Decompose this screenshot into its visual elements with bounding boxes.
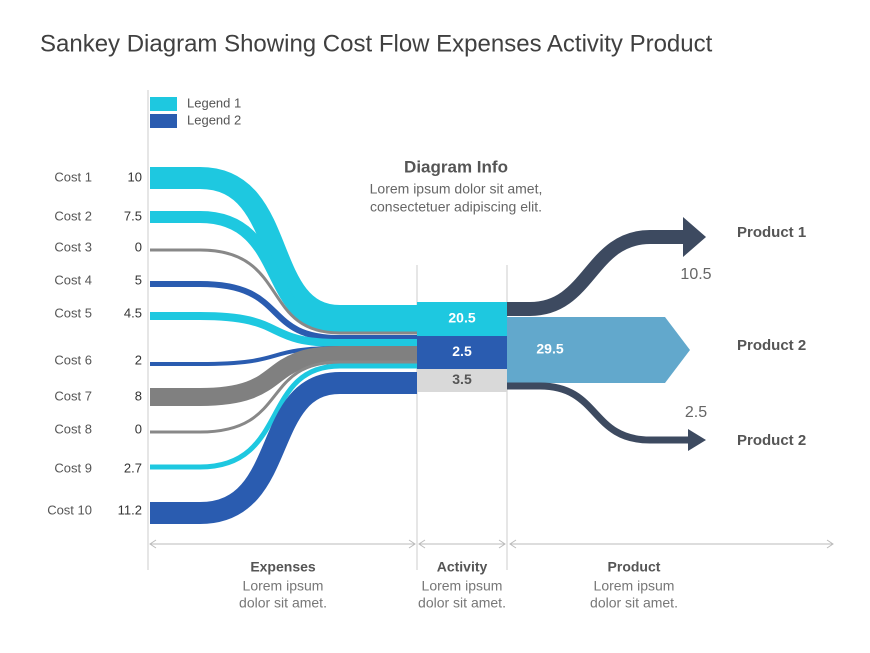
legend-swatch <box>150 97 177 111</box>
cost-label: Cost 4 <box>54 272 92 287</box>
info-text: consectetuer adipiscing elit. <box>370 199 542 215</box>
arrow-head <box>683 217 706 257</box>
cost-value: 2 <box>135 352 142 367</box>
title: Sankey Diagram Showing Cost Flow Expense… <box>40 30 713 57</box>
cost-flow <box>150 248 417 335</box>
section-title: Expenses <box>250 559 316 575</box>
product-shape <box>507 317 690 383</box>
activity-value: 20.5 <box>448 310 475 326</box>
legend-label: Legend 1 <box>187 95 241 110</box>
cost-label: Cost 3 <box>54 239 92 254</box>
cost-value: 7.5 <box>124 208 142 223</box>
cost-label: Cost 7 <box>54 388 92 403</box>
cost-value: 0 <box>135 421 142 436</box>
section-title: Product <box>608 559 661 575</box>
cost-value: 8 <box>135 388 142 403</box>
cost-flow <box>150 281 417 341</box>
section-text: Lorem ipsum <box>594 578 675 594</box>
product-value: 2.5 <box>685 404 707 421</box>
activity-box <box>417 369 507 392</box>
product-flow <box>507 230 685 316</box>
activity-box <box>417 336 507 369</box>
cost-value: 2.7 <box>124 460 142 475</box>
product-flow <box>507 382 690 444</box>
activity-value: 3.5 <box>452 371 472 387</box>
arrow-head <box>688 429 706 451</box>
cost-label: Cost 2 <box>54 208 92 223</box>
cost-flow <box>150 167 417 327</box>
section-text: Lorem ipsum <box>422 578 503 594</box>
cost-flow <box>150 211 417 334</box>
section-text: dolor sit amet. <box>590 595 678 611</box>
section-arrows <box>149 539 834 549</box>
cost-value: 0 <box>135 239 142 254</box>
cost-label: Cost 8 <box>54 421 92 436</box>
product-label: Product 2 <box>737 337 806 354</box>
product-label: Product 2 <box>737 432 806 449</box>
cost-label: Cost 5 <box>54 305 92 320</box>
cost-flow <box>150 346 417 406</box>
section-text: dolor sit amet. <box>239 595 327 611</box>
info-title: Diagram Info <box>404 157 508 176</box>
cost-value: 11.2 <box>118 502 142 517</box>
cost-value: 4.5 <box>124 305 142 320</box>
cost-value: 10 <box>128 169 142 184</box>
cost-flow <box>150 363 417 470</box>
cost-label: Cost 9 <box>54 460 92 475</box>
activity-value: 2.5 <box>452 343 472 359</box>
section-text: Lorem ipsum <box>243 578 324 594</box>
section-text: dolor sit amet. <box>418 595 506 611</box>
product-value: 10.5 <box>680 266 711 283</box>
legend-label: Legend 2 <box>187 112 241 127</box>
activity-box <box>417 302 507 336</box>
info-text: Lorem ipsum dolor sit amet, <box>370 181 543 197</box>
section-title: Activity <box>437 559 488 575</box>
cost-label: Cost 6 <box>54 352 92 367</box>
cost-flow <box>150 312 417 347</box>
product-value: 29.5 <box>536 341 563 357</box>
cost-value: 5 <box>135 272 142 287</box>
cost-label: Cost 10 <box>47 502 92 517</box>
legend-swatch <box>150 114 177 128</box>
cost-label: Cost 1 <box>54 169 92 184</box>
product-label: Product 1 <box>737 224 806 241</box>
cost-flow <box>150 360 417 434</box>
cost-flow <box>150 372 417 524</box>
